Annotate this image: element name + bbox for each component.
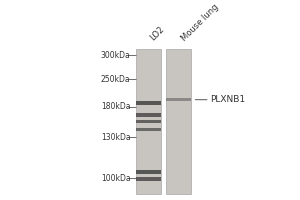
Bar [166,98,191,101]
Text: 300kDa: 300kDa [101,51,130,60]
Bar [136,113,161,117]
Text: 250kDa: 250kDa [101,75,130,84]
Text: Mouse lung: Mouse lung [180,2,220,43]
Bar [166,49,191,194]
Text: 130kDa: 130kDa [101,133,130,142]
Text: LO2: LO2 [148,25,166,43]
Bar [136,177,161,181]
Bar [136,101,161,105]
Bar [136,170,161,174]
Text: 180kDa: 180kDa [101,102,130,111]
Bar [136,120,161,123]
Bar [136,49,161,194]
Text: 100kDa: 100kDa [101,174,130,183]
Text: PLXNB1: PLXNB1 [195,95,245,104]
Bar [136,128,161,131]
